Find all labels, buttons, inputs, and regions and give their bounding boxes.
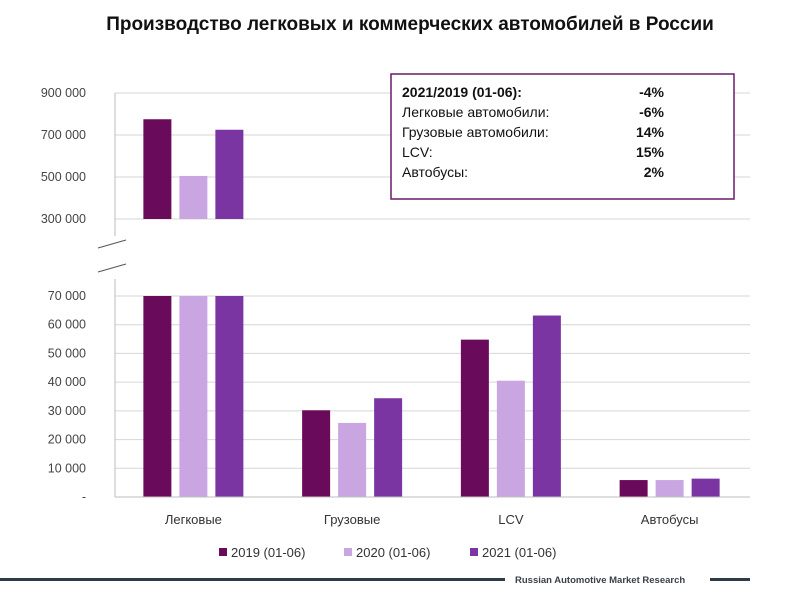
footer-bar-left: [0, 578, 505, 581]
annotation-value: 2%: [644, 164, 665, 180]
lower-gridlines: [115, 295, 750, 498]
lower-y-tick-label: 20 000: [48, 433, 86, 447]
bar: [143, 296, 172, 497]
chart-title: Производство легковых и коммерческих авт…: [106, 14, 714, 35]
bar: [532, 315, 561, 497]
category-label: Грузовые: [324, 512, 380, 527]
bar: [460, 339, 489, 497]
upper-y-axis-ticks: 900 000 700 000 500 000 300 000: [41, 86, 86, 226]
lower-y-tick-label: 40 000: [48, 375, 86, 389]
category-label: Легковые: [165, 512, 222, 527]
annotation-value: 14%: [636, 124, 665, 140]
bar: [302, 410, 331, 497]
upper-y-tick-label: 500 000: [41, 170, 86, 184]
lower-y-axis-ticks: 70 000 60 000 50 000 40 000 30 000 20 000 10 0…: [48, 289, 86, 504]
annotation-label: Автобусы:: [402, 164, 468, 180]
lower-y-tick-label: 70 000: [48, 289, 86, 303]
bar: [691, 478, 720, 497]
annotation-label: Грузовые автомобили:: [402, 124, 549, 140]
axis-break-mark: [97, 263, 127, 273]
category-label: LCV: [498, 512, 524, 527]
annotation-value: 15%: [636, 144, 665, 160]
bar: [338, 422, 367, 497]
category-label: Автобусы: [641, 512, 699, 527]
lower-y-tick-label: 50 000: [48, 346, 86, 360]
bar-upper: [143, 119, 172, 219]
upper-y-tick-label: 700 000: [41, 128, 86, 142]
bar: [655, 480, 684, 497]
lower-y-tick-label: 10 000: [48, 461, 86, 475]
legend-label: 2020 (01-06): [356, 545, 430, 560]
annotation-label: LCV:: [402, 144, 433, 160]
bar: [619, 480, 648, 497]
bar: [496, 380, 525, 497]
annotation-box: 2021/2019 (01-06): -4% Легковые автомобили…: [390, 73, 735, 200]
lower-y-tick-label: 60 000: [48, 318, 86, 332]
axis-break-mark: [97, 239, 127, 249]
lower-y-tick-label: -: [82, 490, 86, 504]
footer: Russian Automotive Market Research: [0, 575, 750, 586]
legend-swatch: [470, 548, 478, 556]
bar: [374, 398, 403, 497]
annotation-value: -6%: [639, 104, 664, 120]
footer-text: Russian Automotive Market Research: [515, 575, 685, 586]
category-labels: Легковые Грузовые LCV Автобусы: [165, 512, 699, 527]
legend: 2019 (01-06) 2020 (01-06) 2021 (01-06): [219, 545, 556, 560]
bars: [143, 119, 720, 497]
bar-upper: [215, 129, 244, 219]
upper-y-tick-label: 900 000: [41, 86, 86, 100]
annotation-label: Легковые автомобили:: [402, 104, 549, 120]
bar: [179, 296, 208, 497]
bar-upper: [179, 175, 208, 219]
annotation-frame: [390, 73, 735, 200]
annotation-label: 2021/2019 (01-06):: [402, 84, 522, 100]
legend-label: 2019 (01-06): [231, 545, 305, 560]
axes: [97, 93, 750, 498]
upper-y-tick-label: 300 000: [41, 212, 86, 226]
legend-swatch: [344, 548, 352, 556]
annotation-value: -4%: [639, 84, 664, 100]
bar: [215, 296, 244, 497]
footer-bar-right: [710, 578, 750, 581]
legend-label: 2021 (01-06): [482, 545, 556, 560]
lower-y-tick-label: 30 000: [48, 404, 86, 418]
legend-swatch: [219, 548, 227, 556]
